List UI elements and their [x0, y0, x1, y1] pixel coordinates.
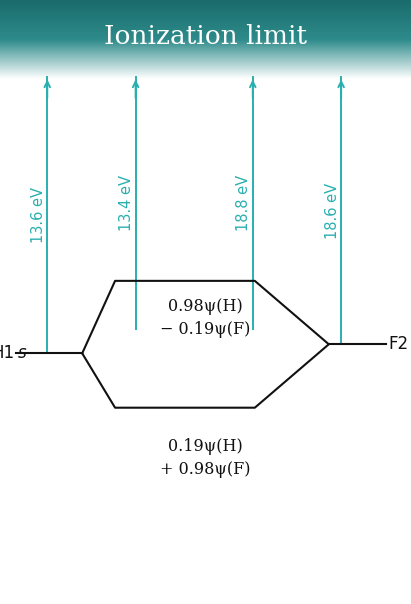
Text: + 0.98ψ(F): + 0.98ψ(F): [160, 461, 251, 478]
Text: 13.4 eV: 13.4 eV: [119, 175, 134, 231]
Text: 0.98ψ(H): 0.98ψ(H): [168, 298, 243, 315]
Text: 18.8 eV: 18.8 eV: [236, 175, 251, 231]
Text: 13.6 eV: 13.6 eV: [31, 187, 46, 243]
Text: F2: F2: [388, 335, 409, 353]
Text: 18.6 eV: 18.6 eV: [325, 182, 339, 239]
Text: s: s: [18, 344, 26, 362]
Text: H1: H1: [0, 344, 14, 362]
Text: 0.19ψ(H): 0.19ψ(H): [168, 439, 243, 455]
Text: Ionization limit: Ionization limit: [104, 24, 307, 49]
Text: − 0.19ψ(F): − 0.19ψ(F): [160, 321, 251, 338]
